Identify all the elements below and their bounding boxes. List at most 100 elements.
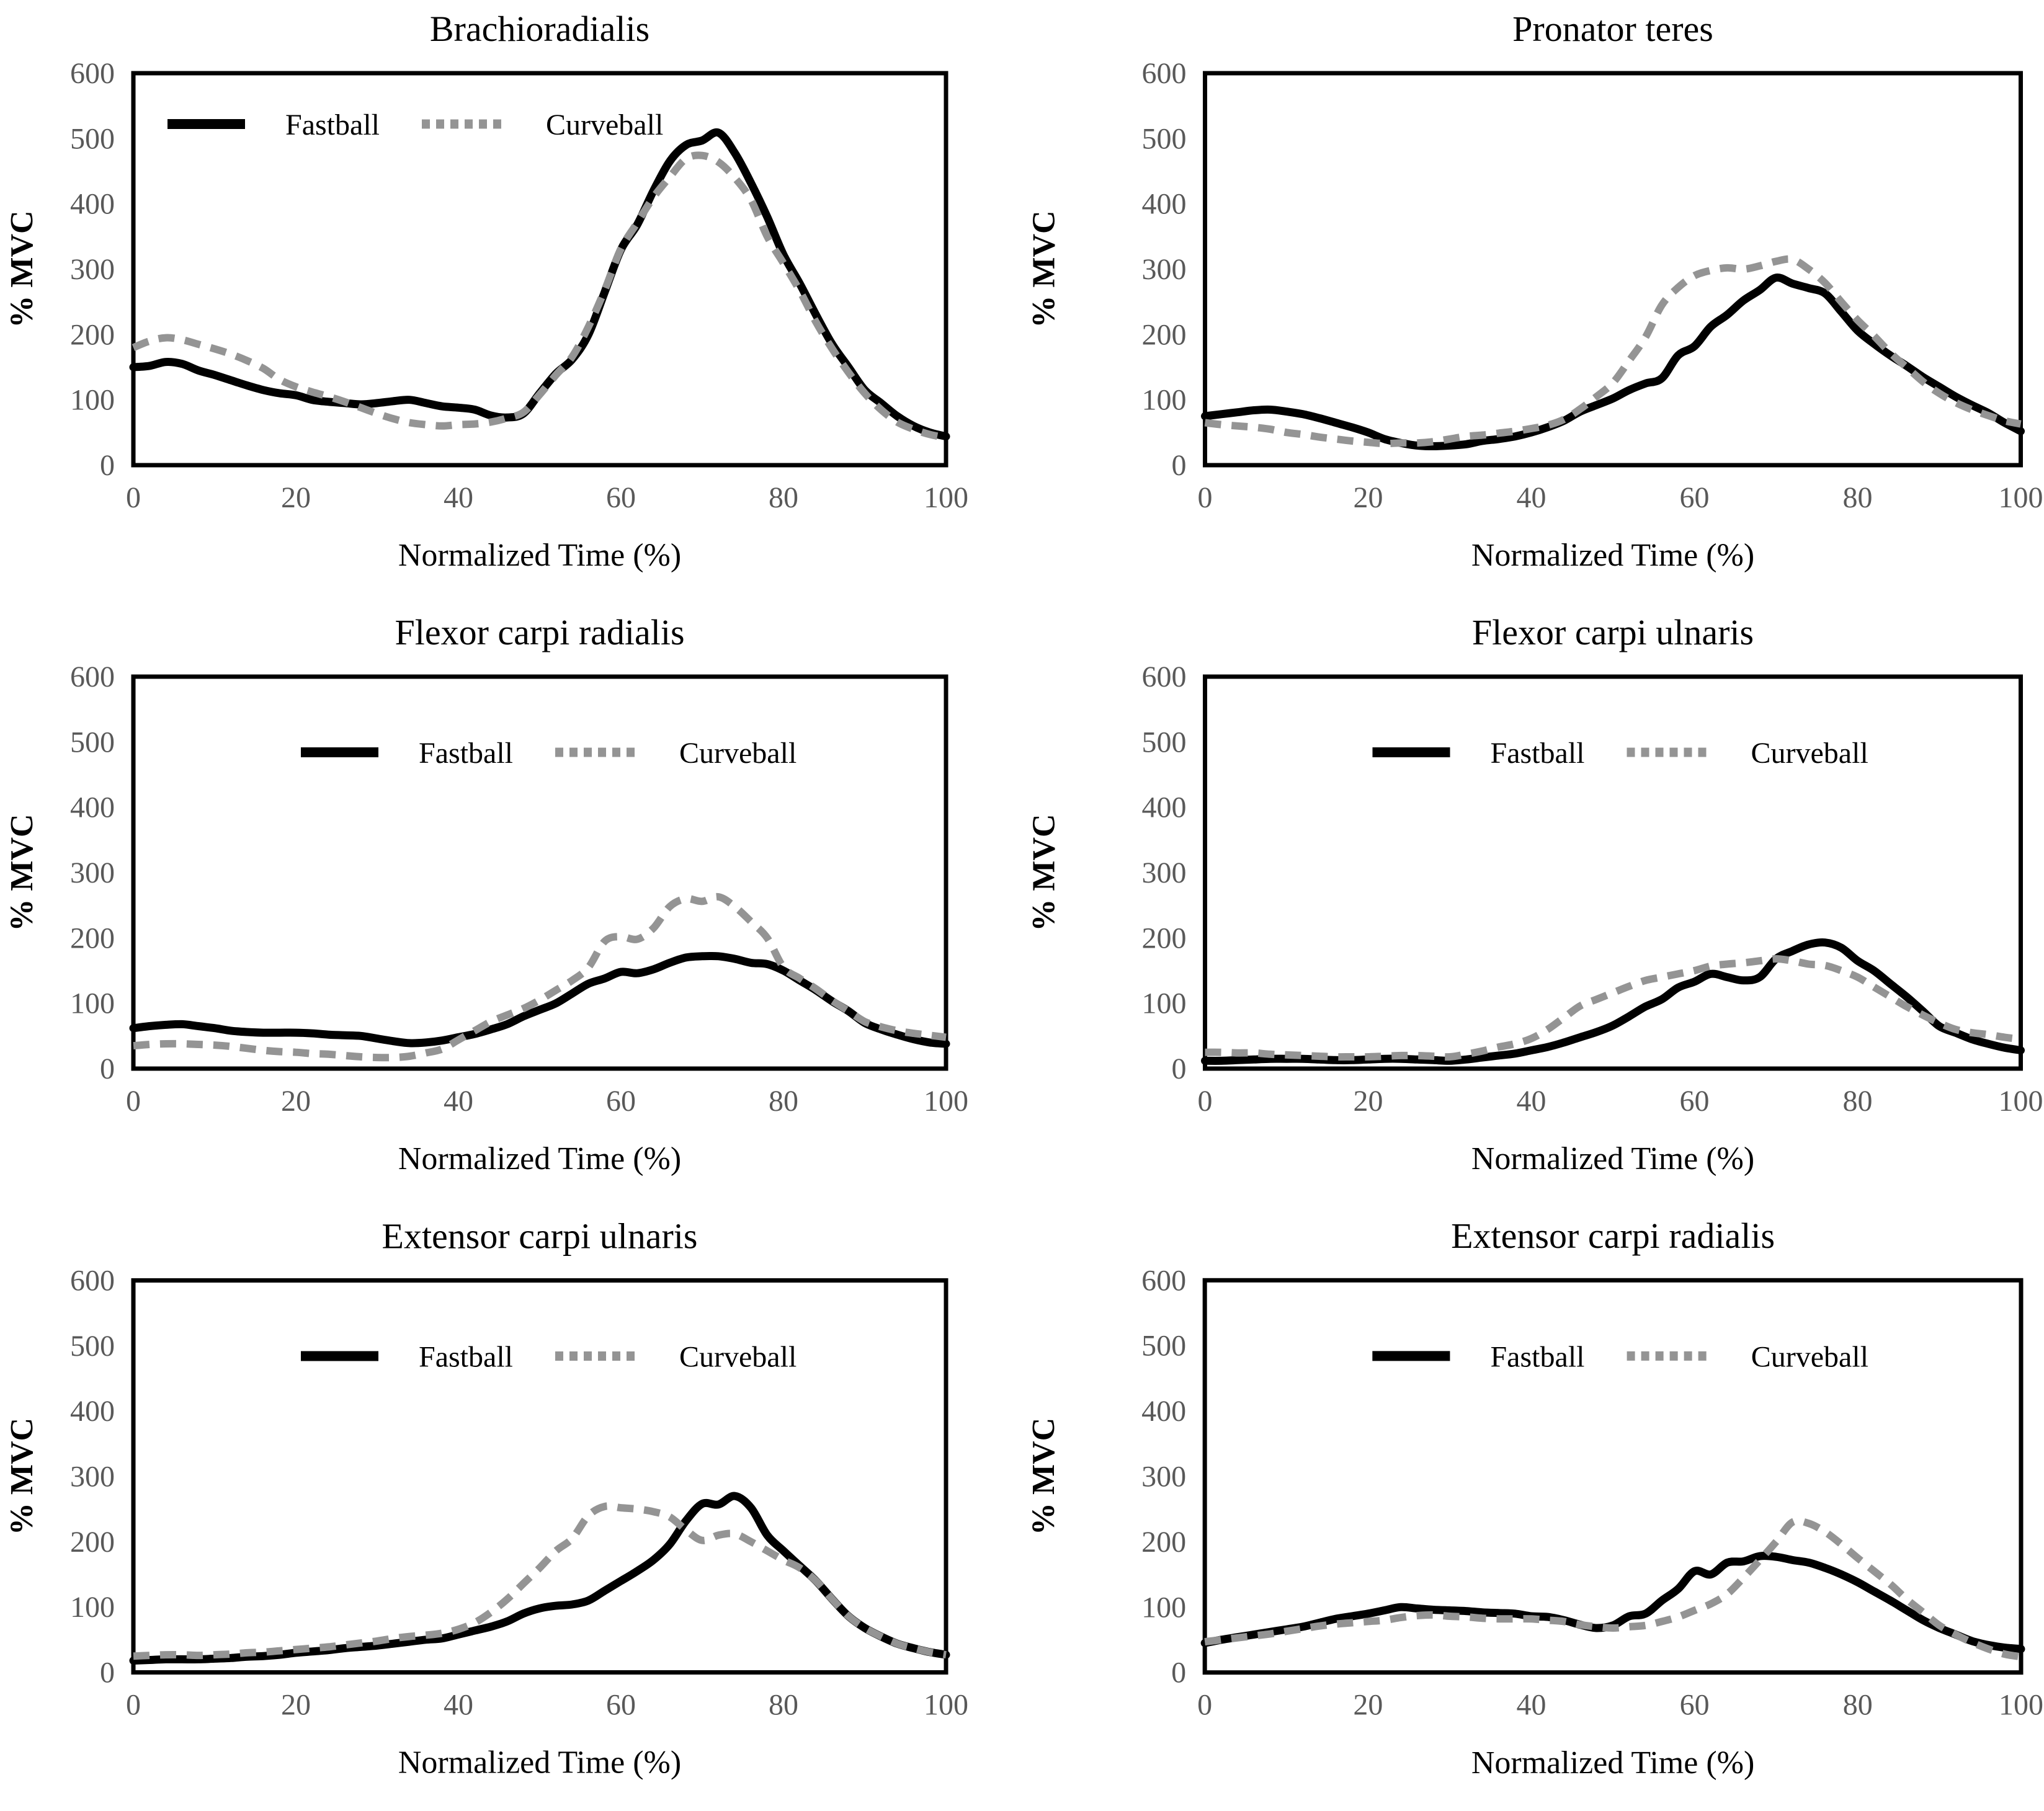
fastball-line xyxy=(1201,273,2025,450)
legend-curveball-label: Curveball xyxy=(1751,737,1868,770)
y-tick-label: 300 xyxy=(70,857,115,889)
chart-brachioradialis: Brachioradialis 0 100 200 300 400 500 600 0 20 40 6… xyxy=(0,0,1022,603)
chart-flexor-carpi-radialis: Flexor carpi radialis 0 100 200 300 400 500 600… xyxy=(0,603,1022,1207)
legend-fastball-label: Fastball xyxy=(419,1341,513,1374)
x-tick-label: 40 xyxy=(444,1689,473,1722)
x-tick-label: 40 xyxy=(1517,481,1546,514)
y-tick-label: 600 xyxy=(70,57,115,90)
x-tick-label: 100 xyxy=(924,1085,968,1118)
fastball-line xyxy=(1200,1552,2025,1653)
x-tick-label: 20 xyxy=(1354,1085,1383,1118)
y-tick-label: 500 xyxy=(70,122,115,155)
y-tick-label: 100 xyxy=(70,384,115,417)
y-tick-label: 400 xyxy=(70,188,115,221)
y-tick-label: 400 xyxy=(1141,1395,1186,1428)
chart-canvas-1: Pronator teres 0 100 200 300 400 500 600 0 20 40 60… xyxy=(1027,9,2043,573)
plot-frame xyxy=(1202,1278,2024,1675)
y-tick-label: 400 xyxy=(70,791,115,824)
x-tick-label: 20 xyxy=(1353,1689,1383,1722)
x-tick-label: 100 xyxy=(924,481,968,514)
x-axis-label: Normalized Time (%) xyxy=(1471,538,1754,573)
plot-frame xyxy=(131,1278,948,1675)
chart-title: Extensor carpi radialis xyxy=(1451,1216,1775,1256)
y-tick-label: 600 xyxy=(1141,1264,1186,1297)
x-tick-label: 60 xyxy=(606,481,636,514)
chart-canvas-0: Brachioradialis 0 100 200 300 400 500 600 0 20 40 6… xyxy=(4,9,968,573)
y-tick-label: 500 xyxy=(70,726,115,759)
x-tick-label: 0 xyxy=(126,481,141,514)
chart-title: Flexor carpi radialis xyxy=(395,612,684,652)
plot-frame xyxy=(131,674,948,1071)
x-axis-label: Normalized Time (%) xyxy=(398,538,681,573)
x-tick-label: 20 xyxy=(1354,481,1383,514)
x-tick-label: 60 xyxy=(1680,1689,1710,1722)
y-axis-label: % MVC xyxy=(4,210,40,327)
curveball-line xyxy=(133,1502,947,1660)
y-tick-label: 300 xyxy=(70,1461,115,1493)
fastball-line xyxy=(129,1492,950,1665)
legend-fastball-label: Fastball xyxy=(1490,1340,1584,1373)
x-tick-label: 40 xyxy=(1516,1689,1546,1722)
y-tick-label: 300 xyxy=(1142,857,1187,889)
y-tick-label: 0 xyxy=(1171,1657,1186,1689)
x-tick-label: 100 xyxy=(1999,481,2043,514)
y-tick-label: 0 xyxy=(1172,449,1187,482)
curveball-line xyxy=(1204,1517,2022,1661)
x-tick-label: 20 xyxy=(281,1689,311,1722)
y-tick-label: 400 xyxy=(70,1395,115,1428)
plot-frame xyxy=(1203,674,2023,1071)
y-tick-label: 300 xyxy=(1142,253,1187,286)
y-tick-label: 400 xyxy=(1142,791,1187,824)
y-axis-label: % MVC xyxy=(1027,814,1062,931)
x-tick-label: 80 xyxy=(769,1085,798,1118)
x-tick-label: 20 xyxy=(281,1085,311,1118)
y-tick-label: 200 xyxy=(1142,318,1187,351)
y-tick-label: 0 xyxy=(100,449,115,482)
chart-canvas-5: Extensor carpi radialis01002003004005006… xyxy=(1026,1216,2043,1781)
y-axis-label: % MVC xyxy=(4,1418,40,1535)
x-tick-label: 40 xyxy=(444,1085,473,1118)
y-tick-label: 200 xyxy=(1142,922,1187,954)
y-tick-label: 300 xyxy=(70,253,115,286)
x-tick-label: 0 xyxy=(126,1689,141,1722)
y-tick-label: 600 xyxy=(1142,57,1187,90)
y-tick-label: 500 xyxy=(70,1330,115,1363)
y-tick-label: 500 xyxy=(1142,122,1187,155)
x-tick-label: 100 xyxy=(924,1689,968,1722)
x-axis-label: Normalized Time (%) xyxy=(1471,1141,1754,1177)
chart-flexor-carpi-ulnaris: Flexor carpi ulnaris 0 100 200 300 400 500 600 0… xyxy=(1022,603,2044,1207)
x-tick-label: 0 xyxy=(1197,1689,1212,1722)
chart-pronator-teres: Pronator teres 0 100 200 300 400 500 600 0 20 40 60… xyxy=(1022,0,2044,603)
x-tick-label: 80 xyxy=(1843,1689,1873,1722)
x-tick-label: 80 xyxy=(1843,481,1873,514)
fastball-line xyxy=(129,951,950,1048)
chart-extensor-carpi-ulnaris: Extensor carpi ulnaris 0 100 200 300 400 500 60… xyxy=(0,1207,1022,1811)
legend-curveball-label: Curveball xyxy=(546,109,663,141)
y-tick-label: 100 xyxy=(70,1591,115,1624)
x-tick-label: 40 xyxy=(1517,1085,1546,1118)
x-tick-label: 60 xyxy=(1680,481,1710,514)
curveball-line xyxy=(1205,955,2022,1061)
y-tick-label: 0 xyxy=(100,1657,115,1689)
y-tick-label: 100 xyxy=(1142,384,1187,417)
y-axis-label: % MVC xyxy=(4,814,40,931)
y-tick-label: 0 xyxy=(1172,1052,1187,1085)
x-tick-label: 60 xyxy=(606,1085,636,1118)
plot-frame xyxy=(1203,71,2023,468)
x-tick-label: 40 xyxy=(444,481,473,514)
legend-curveball-label: Curveball xyxy=(679,1341,797,1374)
y-tick-label: 100 xyxy=(70,987,115,1020)
x-tick-label: 80 xyxy=(769,481,798,514)
x-tick-label: 100 xyxy=(1999,1689,2043,1722)
chart-canvas-4: Extensor carpi ulnaris010020030040050060… xyxy=(4,1216,968,1781)
y-tick-label: 600 xyxy=(70,1265,115,1297)
y-axis-label: % MVC xyxy=(1026,1418,1061,1535)
y-tick-label: 0 xyxy=(100,1052,115,1085)
y-axis-label: % MVC xyxy=(1027,210,1062,327)
legend-curveball-label: Curveball xyxy=(1751,1340,1868,1373)
y-tick-label: 600 xyxy=(70,661,115,693)
plot-frame xyxy=(131,71,948,468)
y-tick-label: 200 xyxy=(1141,1526,1186,1559)
x-axis-label: Normalized Time (%) xyxy=(1471,1745,1755,1781)
